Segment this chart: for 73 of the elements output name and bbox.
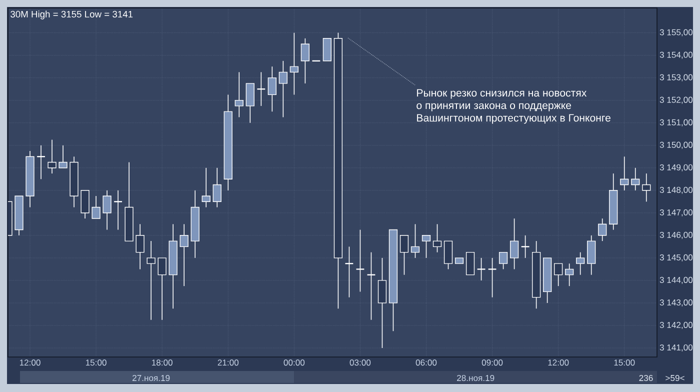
candlestick: [498, 252, 508, 270]
candlestick: [620, 156, 629, 191]
candlestick: [565, 263, 574, 286]
y-tick-label: 3 147,00: [660, 209, 693, 216]
candlestick: [146, 240, 156, 320]
candlestick: [102, 190, 112, 230]
candlestick: [234, 72, 244, 118]
candlestick: [158, 258, 166, 320]
candlestick: [180, 224, 188, 286]
candlestick: [444, 240, 453, 270]
annotation: о принятии закона о поддержке: [416, 103, 572, 112]
candlestick: [642, 173, 651, 202]
candlestick: [48, 139, 56, 174]
candlestick: [300, 38, 310, 84]
y-tick-label: 3 154,00: [660, 52, 693, 59]
candlestick: [290, 32, 298, 96]
chart-title: 30M High = 3155 Low = 3141: [10, 10, 133, 20]
candlestick: [520, 235, 530, 258]
candlestick: [410, 224, 420, 258]
x-tick-label: 09:00: [482, 360, 503, 366]
x-tick-label: 12:00: [548, 360, 569, 366]
x-tick-label: 18:00: [152, 360, 172, 366]
text: 28.ноя.19: [457, 374, 494, 382]
y-tick-label: 3 151,00: [660, 119, 693, 126]
y-tick-label: 3 142,00: [660, 322, 693, 330]
candlestick: [58, 144, 68, 168]
candlestick: [587, 235, 596, 276]
x-tick-label: 03:00: [350, 360, 371, 366]
y-tick-label: 3 148,00: [660, 186, 693, 194]
candlestick: [80, 190, 90, 219]
candlestick: [510, 218, 519, 270]
y-tick-label: 3 153,00: [660, 74, 693, 82]
y-tick-label: 3 150,00: [660, 142, 693, 149]
candlestick: [136, 224, 144, 270]
candlestick: [432, 224, 442, 253]
y-tick-label: 3 145,00: [660, 254, 693, 262]
text: >59<: [666, 374, 684, 382]
text: 236: [639, 374, 653, 382]
annotation: Рынок резко снизился на новостях: [417, 89, 587, 99]
x-tick-label: 12:00: [20, 360, 40, 366]
y-tick-label: 3 146,00: [660, 232, 693, 239]
candlestick: [488, 258, 497, 298]
candlestick: [92, 196, 100, 219]
candlestick: [576, 252, 585, 276]
y-tick-label: 3 143,00: [660, 299, 693, 306]
candlestick: [246, 83, 254, 124]
candlestick: [366, 252, 376, 320]
candlestick: [422, 235, 431, 258]
x-tick-label: 15:00: [614, 360, 635, 366]
candlestick: [466, 252, 475, 276]
x-tick-label: 06:00: [416, 360, 437, 366]
candlestick: [322, 38, 332, 62]
candlestick: [598, 218, 607, 242]
x-tick-label: 21:00: [218, 360, 239, 366]
candlestick: [400, 235, 409, 276]
x-tick-label: 15:00: [86, 360, 106, 366]
candlestick: [278, 60, 288, 118]
candlestick: [631, 167, 640, 191]
candlestick: [554, 263, 563, 286]
candlestick: [202, 167, 210, 208]
candlestick: [212, 167, 222, 208]
y-tick-label: 3 152,00: [660, 96, 693, 104]
candlestick: [356, 229, 365, 292]
annotation: Вашингтоном протестующих в Гонконге: [417, 114, 610, 124]
candlestick: [476, 258, 486, 281]
candlestick: [268, 66, 276, 112]
y-tick-label: 3 144,00: [660, 276, 693, 284]
text: 27.ноя.19: [132, 374, 170, 382]
y-tick-label: 3 141,00: [660, 344, 693, 352]
y-tick-label: 3 155,00: [660, 29, 693, 36]
y-tick-label: 3 149,00: [660, 164, 693, 172]
candlestick: [378, 258, 387, 348]
x-tick-label: 00:00: [284, 360, 305, 366]
